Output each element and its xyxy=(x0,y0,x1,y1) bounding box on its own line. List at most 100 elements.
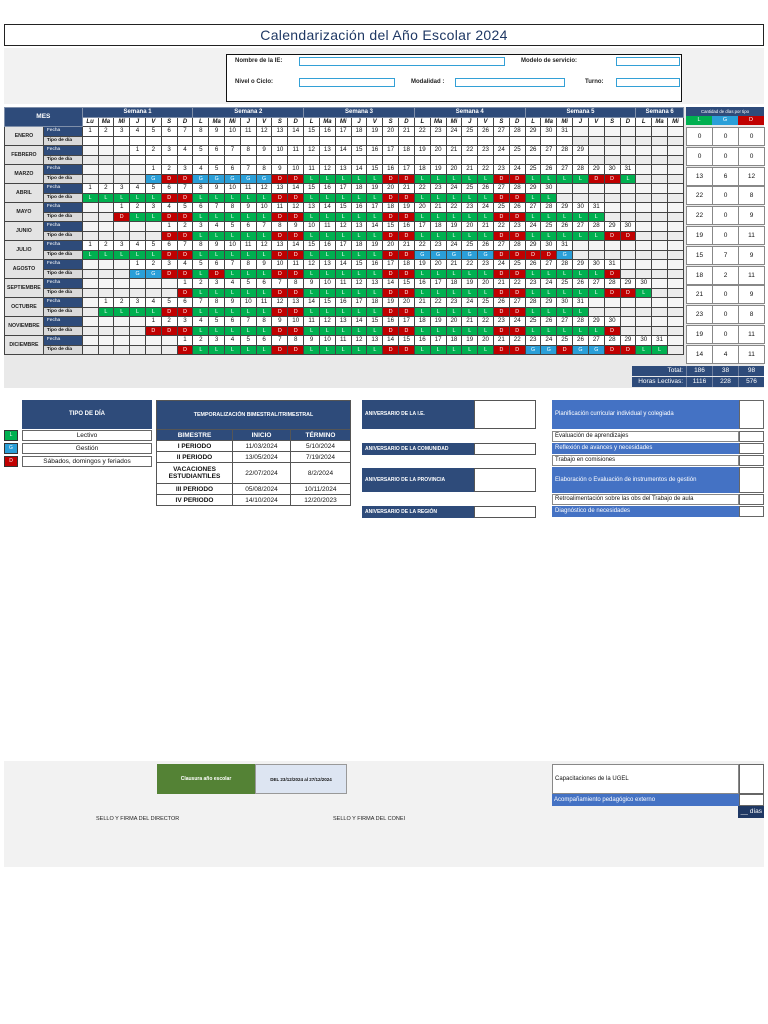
day-type-cell[interactable] xyxy=(271,154,289,165)
day-cell[interactable]: 1 xyxy=(176,278,194,289)
day-cell[interactable]: 28 xyxy=(524,297,542,308)
day-type-cell[interactable]: D xyxy=(176,344,194,355)
day-type-cell[interactable]: L xyxy=(129,192,146,203)
day-type-cell[interactable]: D xyxy=(382,211,400,222)
day-cell[interactable]: 4 xyxy=(208,221,226,232)
day-type-cell[interactable]: L xyxy=(477,344,494,355)
day-cell[interactable]: 24 xyxy=(477,202,494,213)
day-cell[interactable]: 21 xyxy=(398,126,415,137)
day-type-cell[interactable] xyxy=(271,135,289,146)
aniversario-comunidad-value[interactable] xyxy=(474,443,536,455)
day-cell[interactable]: 19 xyxy=(366,126,384,137)
day-type-cell[interactable] xyxy=(445,135,463,146)
day-type-cell[interactable]: L xyxy=(334,287,352,298)
day-type-cell[interactable]: L xyxy=(651,344,668,355)
day-cell[interactable]: 21 xyxy=(413,297,431,308)
day-type-cell[interactable]: L xyxy=(461,173,479,184)
day-type-cell[interactable]: D xyxy=(176,287,194,298)
actividad-value[interactable] xyxy=(739,455,764,466)
day-type-cell[interactable]: L xyxy=(208,192,226,203)
day-cell[interactable]: 29 xyxy=(603,221,621,232)
day-cell[interactable]: 12 xyxy=(318,164,336,175)
day-cell[interactable]: 12 xyxy=(303,259,320,270)
day-type-cell[interactable]: L xyxy=(144,249,162,260)
day-type-cell[interactable]: L xyxy=(192,344,210,355)
day-cell[interactable]: 29 xyxy=(572,145,589,156)
day-type-cell[interactable]: L xyxy=(445,211,463,222)
day-type-cell[interactable]: L xyxy=(540,173,558,184)
day-cell[interactable]: 3 xyxy=(113,183,131,194)
day-type-cell[interactable]: L xyxy=(366,211,384,222)
day-cell[interactable]: 1 xyxy=(97,297,115,308)
day-cell[interactable]: 9 xyxy=(287,221,305,232)
day-cell[interactable]: 20 xyxy=(445,164,463,175)
day-type-cell[interactable]: L xyxy=(572,230,589,241)
day-type-cell[interactable]: L xyxy=(461,287,479,298)
day-cell[interactable]: 23 xyxy=(492,164,510,175)
day-cell[interactable]: 24 xyxy=(445,126,463,137)
day-cell[interactable]: 22 xyxy=(477,316,494,327)
day-cell[interactable]: 6 xyxy=(255,278,273,289)
day-type-cell[interactable] xyxy=(208,135,226,146)
day-cell[interactable]: 15 xyxy=(350,259,368,270)
day-cell[interactable]: 2 xyxy=(192,335,210,346)
day-type-cell[interactable]: L xyxy=(224,192,241,203)
day-type-cell[interactable]: L xyxy=(303,344,320,355)
day-type-cell[interactable]: D xyxy=(287,306,305,317)
day-type-cell[interactable]: D xyxy=(176,211,194,222)
day-cell[interactable]: 20 xyxy=(382,183,400,194)
day-type-cell[interactable] xyxy=(334,154,352,165)
day-type-cell[interactable] xyxy=(556,154,574,165)
actividad-value[interactable] xyxy=(739,494,764,505)
day-cell[interactable]: 21 xyxy=(398,183,415,194)
day-cell[interactable]: 16 xyxy=(350,202,368,213)
day-type-cell[interactable] xyxy=(144,135,162,146)
day-type-cell[interactable] xyxy=(413,154,431,165)
day-cell[interactable]: 11 xyxy=(303,316,320,327)
day-type-cell[interactable]: D xyxy=(382,306,400,317)
day-cell[interactable]: 24 xyxy=(524,221,542,232)
day-cell[interactable]: 25 xyxy=(461,126,479,137)
day-cell[interactable]: 18 xyxy=(445,278,463,289)
day-cell[interactable]: 23 xyxy=(477,145,494,156)
day-cell[interactable]: 9 xyxy=(255,259,273,270)
day-type-cell[interactable]: D xyxy=(524,249,542,260)
day-type-cell[interactable]: G xyxy=(144,268,162,279)
day-cell[interactable]: 27 xyxy=(492,126,510,137)
day-type-cell[interactable]: L xyxy=(129,306,146,317)
day-cell[interactable]: 29 xyxy=(540,297,558,308)
day-cell[interactable]: 20 xyxy=(413,202,431,213)
day-type-cell[interactable] xyxy=(303,135,320,146)
day-type-cell[interactable]: D xyxy=(287,344,305,355)
day-cell[interactable]: 1 xyxy=(129,259,146,270)
day-cell[interactable]: 2 xyxy=(97,126,115,137)
day-type-cell[interactable]: L xyxy=(192,211,210,222)
day-type-cell[interactable]: L xyxy=(113,192,131,203)
day-cell[interactable]: 3 xyxy=(208,335,226,346)
day-cell[interactable]: 15 xyxy=(382,221,400,232)
day-type-cell[interactable]: G xyxy=(572,344,589,355)
day-cell[interactable]: 9 xyxy=(271,164,289,175)
day-type-cell[interactable]: L xyxy=(429,173,447,184)
periodo-inicio[interactable]: 13/05/2024 xyxy=(232,451,291,463)
day-cell[interactable]: 11 xyxy=(239,126,257,137)
day-type-cell[interactable] xyxy=(366,135,384,146)
day-cell[interactable]: 10 xyxy=(224,240,241,251)
day-type-cell[interactable]: L xyxy=(255,192,273,203)
day-type-cell[interactable]: D xyxy=(398,192,415,203)
day-type-cell[interactable] xyxy=(350,135,368,146)
day-type-cell[interactable]: L xyxy=(413,230,431,241)
periodo-inicio[interactable]: 22/07/2024 xyxy=(232,462,291,484)
day-cell[interactable]: 20 xyxy=(461,221,479,232)
day-type-cell[interactable]: L xyxy=(224,230,241,241)
day-cell[interactable]: 8 xyxy=(239,259,257,270)
day-cell[interactable]: 19 xyxy=(461,278,479,289)
day-cell[interactable]: 27 xyxy=(587,278,605,289)
day-cell[interactable]: 22 xyxy=(461,259,479,270)
day-type-cell[interactable]: D xyxy=(508,268,526,279)
day-cell[interactable]: 16 xyxy=(413,278,431,289)
day-type-cell[interactable]: D xyxy=(492,192,510,203)
day-cell[interactable]: 26 xyxy=(572,335,589,346)
day-cell[interactable]: 22 xyxy=(461,145,479,156)
day-cell[interactable]: 31 xyxy=(651,335,668,346)
